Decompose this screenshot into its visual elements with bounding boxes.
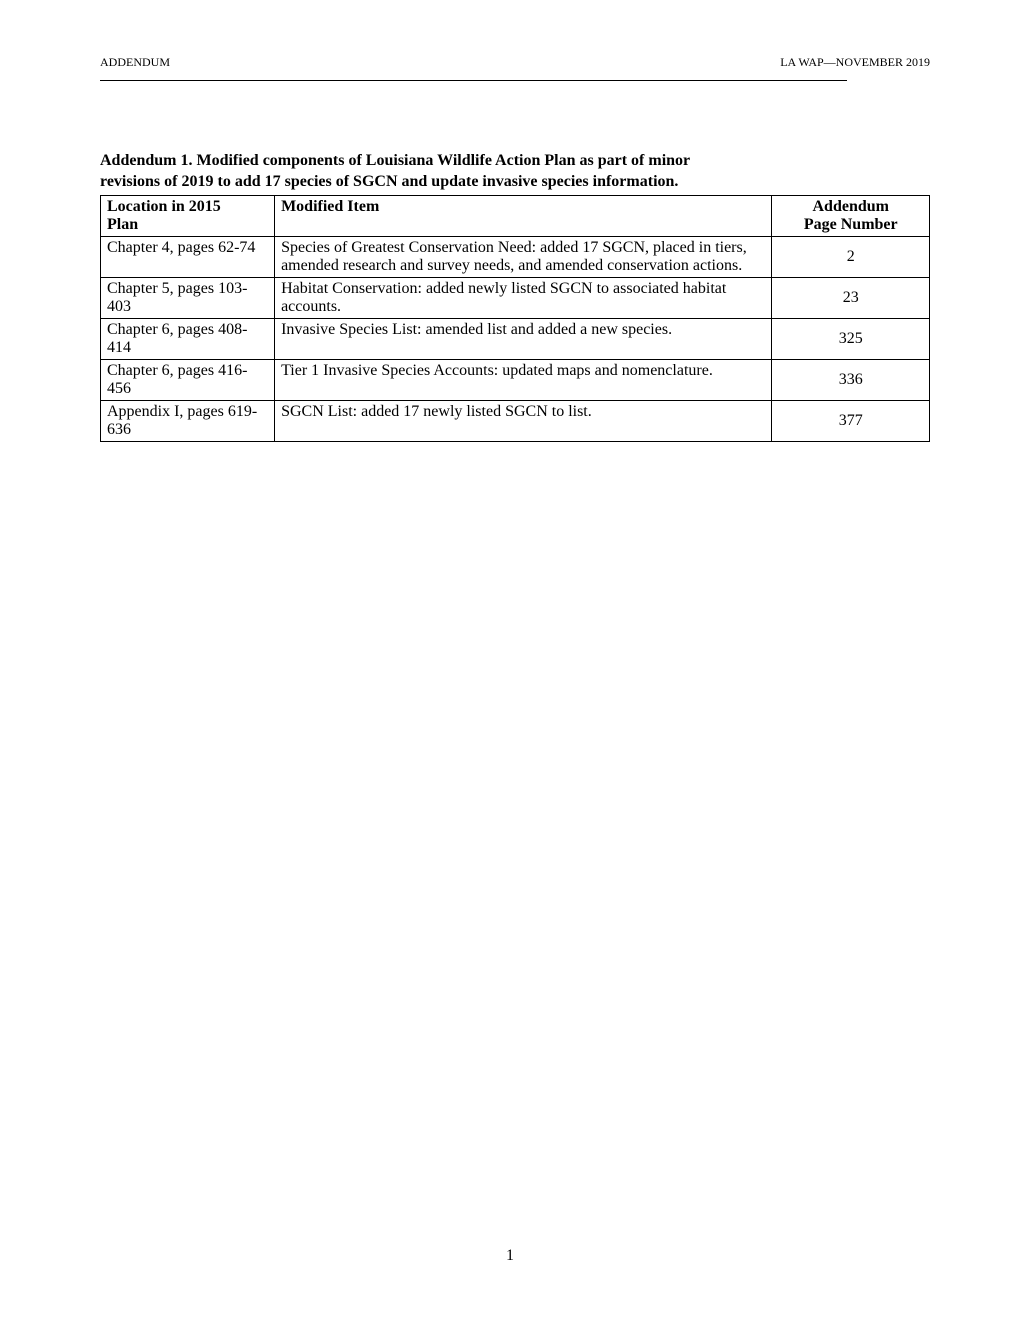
table-row: Appendix I, pages 619-636 SGCN List: add… [101,400,930,441]
cell-page: 325 [772,318,930,359]
cell-location: Chapter 5, pages 103-403 [101,277,275,318]
header-row: ADDENDUM LA WAP—NOVEMBER 2019 [100,55,930,70]
header-right: LA WAP—NOVEMBER 2019 [780,55,930,70]
cell-page: 23 [772,277,930,318]
title-line1: Addendum 1. Modified components of Louis… [100,152,690,169]
addendum-title: Addendum 1. Modified components of Louis… [100,151,930,193]
table-row: Chapter 6, pages 416-456 Tier 1 Invasive… [101,359,930,400]
col-page-header: Addendum Page Number [772,195,930,236]
table-row: Chapter 4, pages 62-74 Species of Greate… [101,236,930,277]
col-modified-header: Modified Item [275,195,772,236]
addendum-table: Location in 2015 Plan Modified Item Adde… [100,195,930,442]
header-underline [100,80,847,81]
cell-modified: Species of Greatest Conservation Need: a… [275,236,772,277]
table-row: Chapter 6, pages 408-414 Invasive Specie… [101,318,930,359]
cell-modified: SGCN List: added 17 newly listed SGCN to… [275,400,772,441]
page-number: 1 [506,1247,514,1265]
cell-location: Appendix I, pages 619-636 [101,400,275,441]
cell-location: Chapter 6, pages 408-414 [101,318,275,359]
header-left: ADDENDUM [100,55,170,70]
cell-location: Chapter 4, pages 62-74 [101,236,275,277]
cell-page: 336 [772,359,930,400]
table-row: Chapter 5, pages 103-403 Habitat Conserv… [101,277,930,318]
title-line2: revisions of 2019 to add 17 species of S… [100,173,678,190]
col-location-header: Location in 2015 Plan [101,195,275,236]
cell-modified: Tier 1 Invasive Species Accounts: update… [275,359,772,400]
table-header-row: Location in 2015 Plan Modified Item Adde… [101,195,930,236]
cell-location: Chapter 6, pages 416-456 [101,359,275,400]
cell-page: 377 [772,400,930,441]
cell-modified: Invasive Species List: amended list and … [275,318,772,359]
cell-page: 2 [772,236,930,277]
cell-modified: Habitat Conservation: added newly listed… [275,277,772,318]
